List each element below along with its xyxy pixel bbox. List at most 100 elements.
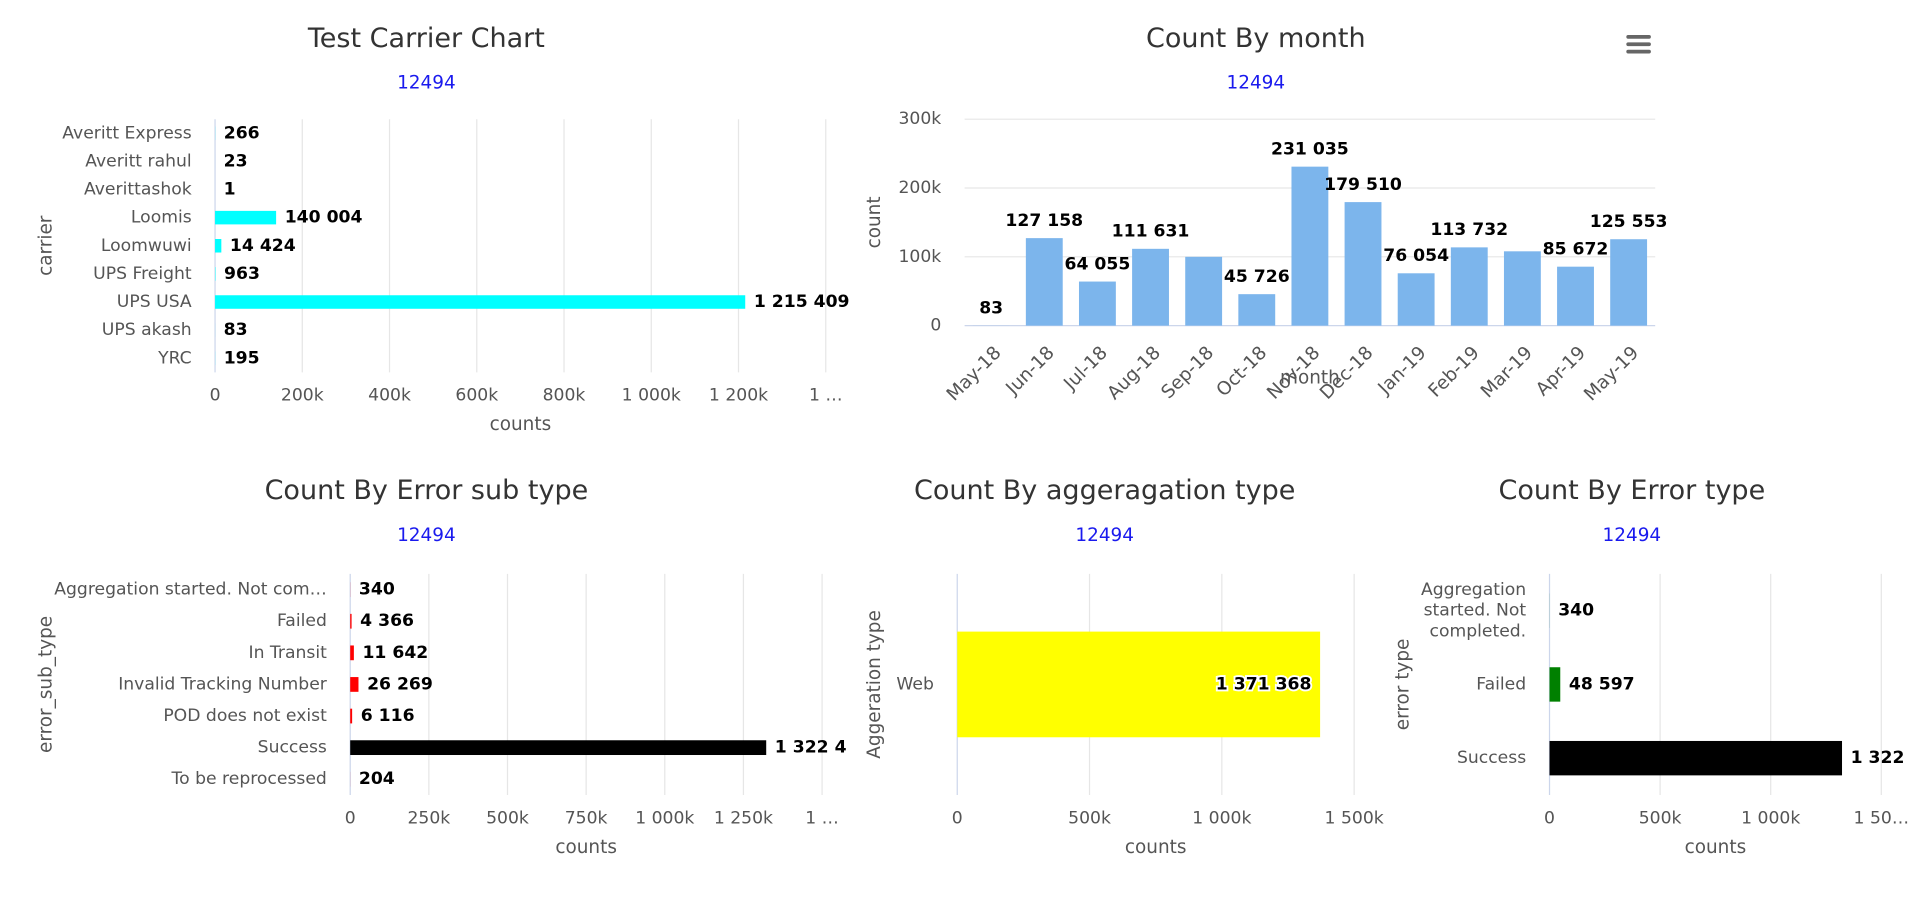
data-label: 76 054 [1383,246,1449,266]
chart-subtitle: 12494 [1603,525,1662,546]
x-tick-label: 400k [368,386,411,406]
data-label: 26 269 [367,674,433,694]
data-label: 11 642 [362,643,428,663]
x-tick-label: Jan-19 [1374,342,1431,399]
y-axis-title: carrier [36,215,57,276]
y-tick-label: Invalid Tracking Number [118,674,328,694]
x-tick-label: 750k [565,808,608,828]
bar [350,677,359,692]
y-tick-label: Loomwuwi [101,236,192,256]
data-label: 83 [979,298,1003,318]
bar [1078,281,1116,326]
x-tick-label: Mar-19 [1477,342,1537,402]
data-label: 45 726 [1224,267,1290,287]
y-tick-label: Averitt Express [62,123,191,143]
y-tick-label: In Transit [249,643,328,663]
y-tick-label: Success [1457,748,1526,768]
chart-subtitle: 12494 [1075,525,1134,546]
bar [1238,294,1276,326]
x-axis-title: counts [1685,837,1747,858]
data-label: 1 322 [1851,748,1905,768]
data-label: 179 510 [1324,175,1402,195]
x-tick-label: 1 … [809,386,843,406]
data-label: 1 [224,180,236,200]
bar [1503,251,1541,326]
x-tick-label: 500k [486,808,529,828]
data-label: 113 732 [1430,220,1508,240]
bar [350,613,352,629]
data-label: 1 371 368 [1216,674,1312,694]
bar [350,708,353,724]
y-tick-label: UPS USA [117,292,192,312]
bar [1549,667,1561,702]
data-label: 111 631 [1112,222,1190,242]
data-label: 23 [224,151,248,171]
data-label: 64 055 [1065,254,1131,274]
y-tick-label: Aggregation started. Not completed. [1418,580,1526,642]
bar [1557,266,1594,326]
data-label: 6 116 [361,706,415,726]
y-tick-label: UPS akash [102,320,192,340]
chart-title: Count By month [1146,23,1366,54]
x-tick-label: 0 [952,808,963,828]
chart-title: Count By Error sub type [265,475,589,506]
x-tick-label: 1 500k [1325,808,1384,828]
y-tick-label: Failed [277,611,327,631]
y-tick-label: 100k [898,247,941,267]
bar [215,295,746,309]
bar [350,645,354,661]
x-tick-label: Sep-18 [1157,342,1218,403]
data-label: 963 [224,264,260,284]
data-label: 340 [359,580,395,600]
x-axis-title: counts [555,837,617,858]
y-axis-title: error_sub_type [36,616,57,753]
bar [1397,273,1435,326]
x-axis-title: counts [1125,837,1187,858]
data-label: 14 424 [230,236,296,256]
x-tick-label: 1 200k [709,386,768,406]
x-tick-label: 1 000k [622,386,681,406]
data-label: 127 158 [1005,211,1083,231]
y-tick-label: 200k [898,178,941,198]
x-tick-label: Feb-19 [1425,342,1484,401]
x-axis-title: month [1280,367,1340,388]
x-tick-label: Aug-18 [1103,342,1165,404]
x-tick-label: Jun-18 [1002,342,1059,399]
data-label: 125 553 [1590,212,1668,232]
x-tick-label: Oct-18 [1213,342,1272,401]
x-tick-label: 200k [281,386,324,406]
y-tick-label: 300k [898,109,941,129]
x-tick-label: 1 000k [1741,808,1800,828]
y-tick-label: Loomis [131,208,192,228]
chart-subtitle: 12494 [397,73,456,94]
bar [1132,248,1169,326]
x-axis-title: counts [490,414,552,435]
data-label: 1 322 4 [775,738,847,758]
x-tick-label: 500k [1068,808,1111,828]
bar [1344,202,1382,326]
data-label: 195 [224,348,260,368]
y-axis-title: error type [1392,639,1413,731]
x-tick-label: 1 50… [1854,808,1909,828]
x-tick-label: 0 [210,386,221,406]
chart-menu-button[interactable] [1622,29,1654,59]
data-label: 48 597 [1569,674,1635,694]
data-label: 204 [359,769,395,789]
data-label: 83 [224,320,248,340]
y-tick-label: Averitt rahul [85,151,191,171]
y-tick-label: Failed [1476,674,1526,694]
data-label: 140 004 [285,208,363,228]
x-tick-label: May-19 [1580,342,1643,405]
bar [1549,740,1843,776]
data-label: 4 366 [360,611,414,631]
bar [215,239,222,253]
x-tick-label: 1 250k [714,808,773,828]
y-tick-label: 0 [930,316,941,336]
y-axis-title: count [864,196,885,248]
chart-subtitle: 12494 [1227,73,1286,94]
data-label: 1 215 409 [754,292,850,312]
x-tick-label: 1 … [805,808,839,828]
data-label: 266 [224,123,260,143]
